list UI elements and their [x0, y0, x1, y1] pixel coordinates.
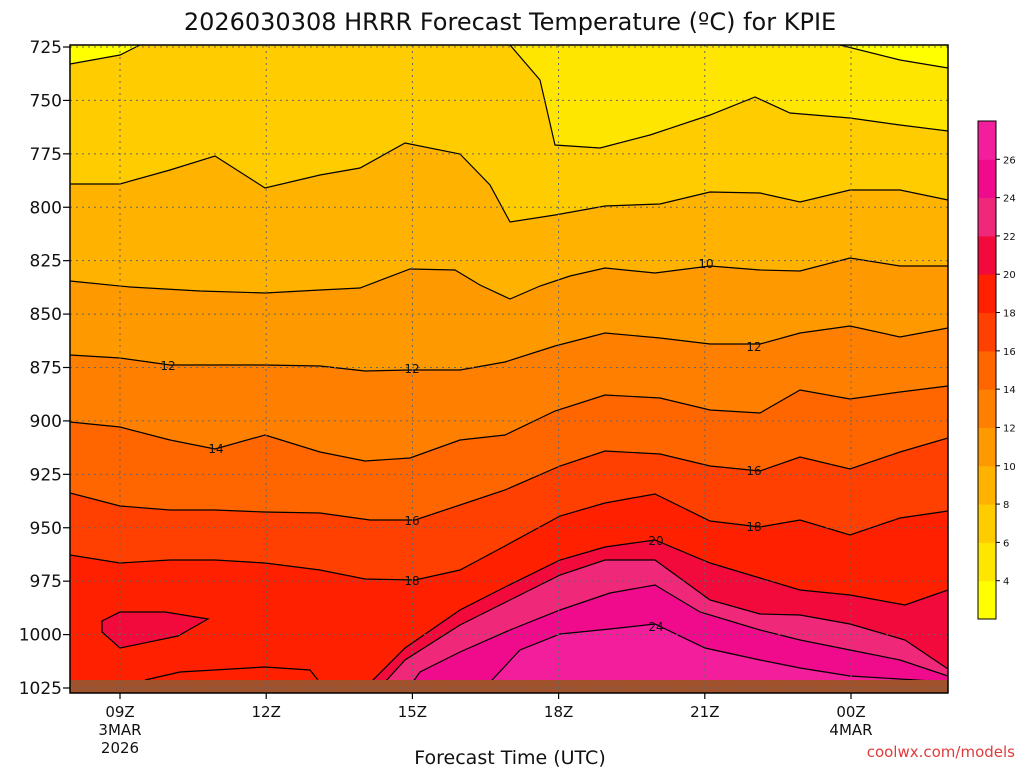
- colorbar-swatch: [978, 197, 996, 237]
- band-t26: [480, 624, 948, 693]
- y-tick-label: 950: [30, 519, 62, 539]
- x-tick-date: 3MAR: [98, 721, 141, 739]
- colorbar-swatch: [978, 504, 996, 543]
- x-tick-label: 12Z: [252, 703, 281, 721]
- y-tick-label: 900: [30, 412, 62, 432]
- y-tick-label: 725: [30, 38, 62, 58]
- colorbar-label: 16: [1003, 347, 1016, 358]
- contour-label: 12: [404, 362, 419, 376]
- y-tick-label: 1000: [19, 626, 62, 646]
- y-tick-label: 875: [30, 359, 62, 379]
- chart-title: 2026030308 HRRR Forecast Temperature (ºC…: [184, 8, 836, 36]
- contour-label: 14: [208, 442, 223, 456]
- y-axis: 725 750 775 800 825 850 875 900 925 950 975 1000 102…: [19, 38, 70, 699]
- colorbar-frame: [977, 120, 997, 620]
- temperature-field: [70, 45, 948, 693]
- colorbar-label: 20: [1003, 270, 1016, 281]
- y-tick-label: 975: [30, 572, 62, 592]
- colorbar-label: 10: [1003, 462, 1016, 473]
- colorbar-swatch: [978, 389, 996, 428]
- contour-label: 18: [404, 574, 419, 588]
- contour-label: 20: [648, 534, 663, 548]
- contour-labels: 10 12 12 12 14 16 16 18 18 20 24: [160, 257, 761, 634]
- colorbar-swatch: [978, 312, 996, 352]
- colorbar-label: 14: [1003, 385, 1016, 396]
- y-tick-label: 925: [30, 465, 62, 485]
- x-tick-date: 4MAR: [829, 721, 872, 739]
- x-tick-label: 09Z: [105, 703, 134, 721]
- credit: coolwx.com/models: [867, 743, 1015, 761]
- colorbar-swatch: [978, 159, 996, 199]
- colorbar-label: 8: [1003, 500, 1009, 511]
- contour-label: 16: [404, 514, 419, 528]
- colorbar-label: 22: [1003, 232, 1016, 243]
- y-tick-label: 750: [30, 91, 62, 111]
- contour-label: 16: [746, 464, 761, 478]
- y-tick-label: 775: [30, 145, 62, 165]
- colorbar-swatch: [978, 121, 996, 160]
- contour-lines: [70, 45, 948, 693]
- contour-label: 10: [698, 257, 713, 271]
- x-tick-label: 21Z: [690, 703, 719, 721]
- y-tick-label: 800: [30, 198, 62, 218]
- gridlines: [70, 45, 948, 693]
- y-tick-label: 825: [30, 252, 62, 272]
- colorbar-swatch: [978, 580, 996, 620]
- colorbar-swatch: [978, 427, 996, 467]
- contour-label: 12: [746, 340, 761, 354]
- colorbar-label: 6: [1003, 538, 1009, 549]
- colorbar-label: 18: [1003, 309, 1016, 320]
- x-tick-label: 15Z: [398, 703, 427, 721]
- colorbar: 4 6 8 10 12 14 16 18 20 22 24 26: [977, 120, 1016, 620]
- contour-label: 18: [746, 520, 761, 534]
- colorbar-label: 24: [1003, 194, 1016, 205]
- x-tick-label: 00Z: [836, 703, 865, 721]
- plot-frame: [69, 44, 949, 694]
- colorbar-label: 26: [1003, 155, 1016, 166]
- colorbar-label: 4: [1003, 577, 1009, 588]
- contour-label: 12: [160, 359, 175, 373]
- band-t20-cell: [102, 612, 208, 648]
- x-tick-year: 2026: [101, 739, 139, 757]
- colorbar-swatch: [978, 235, 996, 275]
- colorbar-label: 12: [1003, 423, 1016, 434]
- colorbar-swatch: [978, 465, 996, 505]
- colorbar-swatch: [978, 274, 996, 314]
- y-tick-label: 1025: [19, 679, 62, 699]
- ground: [70, 680, 948, 693]
- colorbar-swatch: [978, 542, 996, 582]
- x-tick-label: 18Z: [544, 703, 573, 721]
- y-tick-label: 850: [30, 305, 62, 325]
- colorbar-swatch: [978, 350, 996, 390]
- contour-label: 24: [648, 620, 663, 634]
- x-axis-label: Forecast Time (UTC): [414, 747, 605, 768]
